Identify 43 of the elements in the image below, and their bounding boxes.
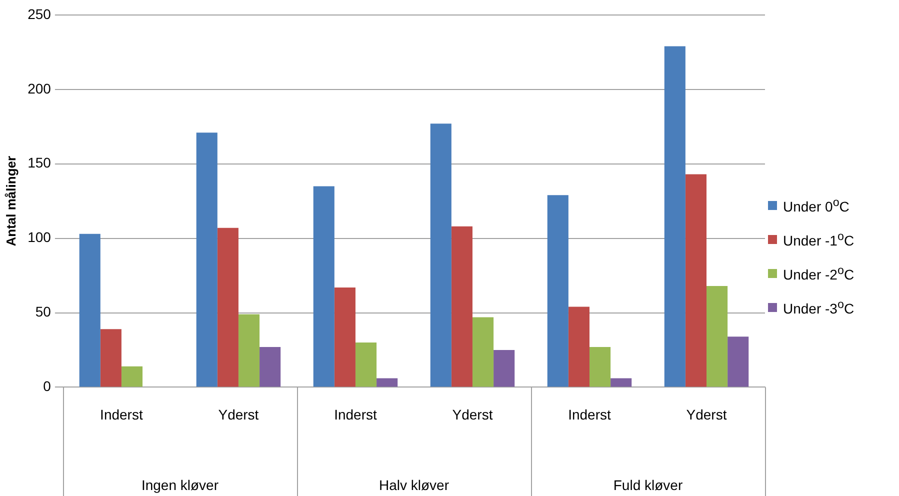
bar <box>217 228 238 387</box>
y-tick-label: 50 <box>35 304 52 320</box>
text: Fuld kløver <box>613 476 683 493</box>
text: Ingen kløver <box>141 476 219 493</box>
bar <box>451 226 472 387</box>
bar <box>355 342 377 387</box>
bar <box>472 317 494 387</box>
bar <box>376 378 398 387</box>
bar <box>728 336 749 387</box>
bar <box>196 132 218 387</box>
x-tick-label: Yderst <box>686 406 727 422</box>
bar <box>260 347 281 387</box>
x-tick-label: Yderst <box>452 406 493 422</box>
legend-label: Under -1$^{o}$C <box>783 230 854 248</box>
bar <box>685 174 706 387</box>
legend-label: Under -3$^{o}$C <box>783 298 854 316</box>
bar <box>664 46 686 387</box>
bar <box>79 234 100 387</box>
text: Halv kløver <box>378 476 450 493</box>
x-tick-label: Inderst <box>568 406 611 422</box>
bar <box>334 287 356 387</box>
y-axis-title: Antal målinger <box>3 156 18 246</box>
bar <box>547 195 568 387</box>
y-tick-label: 200 <box>28 80 52 96</box>
legend-label: Under -2$^{o}$C <box>783 264 854 282</box>
bar <box>100 329 122 387</box>
bar <box>121 366 143 387</box>
y-tick-label: 100 <box>28 229 52 246</box>
y-tick-label: 0 <box>43 378 52 394</box>
y-tick-label: 250 <box>28 6 52 22</box>
bar <box>430 124 452 387</box>
y-tick-label: 150 <box>28 154 52 171</box>
x-tick-label: Inderst <box>334 406 377 422</box>
x-tick-label: Inderst <box>100 406 143 422</box>
bar <box>589 347 611 387</box>
bar <box>568 306 590 387</box>
x-tick-label: Yderst <box>218 406 259 422</box>
bar <box>313 186 334 387</box>
legend-label: Under 0$^{o}$C <box>783 196 850 214</box>
bar <box>610 378 632 387</box>
bar <box>494 350 515 387</box>
bar <box>238 314 260 387</box>
bar <box>706 286 728 387</box>
